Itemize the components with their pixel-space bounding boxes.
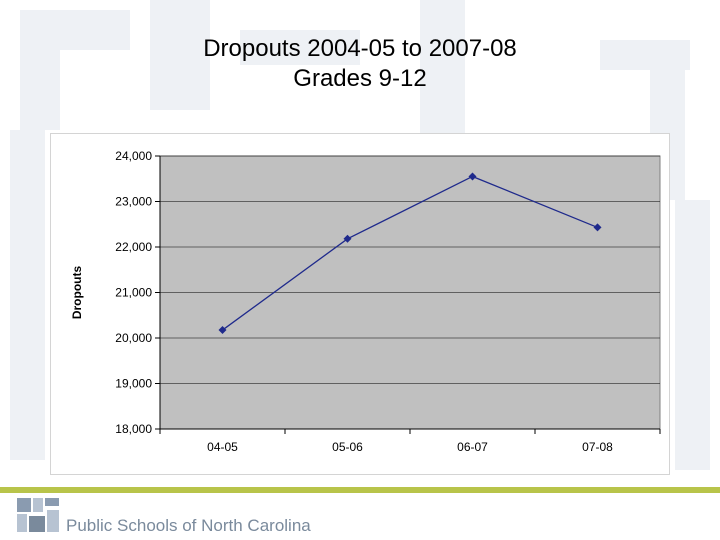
school-logo-icon [17, 498, 59, 532]
organization-name: Public Schools of North Carolina [66, 516, 311, 535]
y-axis-title: Dropouts [70, 266, 84, 320]
data-point-marker [343, 234, 352, 243]
x-tick-label: 05-06 [332, 440, 363, 454]
slide-title-line-2: Grades 9-12 [293, 65, 427, 92]
x-tick-label: 07-08 [582, 440, 613, 454]
slide-title-line-1: Dropouts 2004-05 to 2007-08 [203, 35, 517, 62]
y-tick-label: 22,000 [115, 240, 152, 254]
y-tick-label: 21,000 [115, 286, 152, 300]
x-tick-label: 06-07 [457, 440, 488, 454]
y-tick-label: 18,000 [115, 422, 152, 436]
y-tick-label: 24,000 [115, 149, 152, 163]
slide-title: Dropouts 2004-05 to 2007-08 Grades 9-12 [0, 34, 720, 94]
y-tick-label: 23,000 [115, 195, 152, 209]
chart-frame: 18,000 19,000 20,000 21,000 22,000 23,000 24,0… [50, 133, 670, 475]
data-point-marker [218, 326, 227, 335]
y-tick-label: 20,000 [115, 331, 152, 345]
data-point-marker [468, 172, 477, 181]
series-line [222, 175, 598, 331]
footer-band [0, 487, 720, 493]
x-tick-label: 04-05 [207, 440, 238, 454]
y-tick-label: 19,000 [115, 377, 152, 391]
data-point-marker [593, 223, 602, 232]
line-chart: 18,000 19,000 20,000 21,000 22,000 23,000 24,0… [70, 149, 661, 454]
